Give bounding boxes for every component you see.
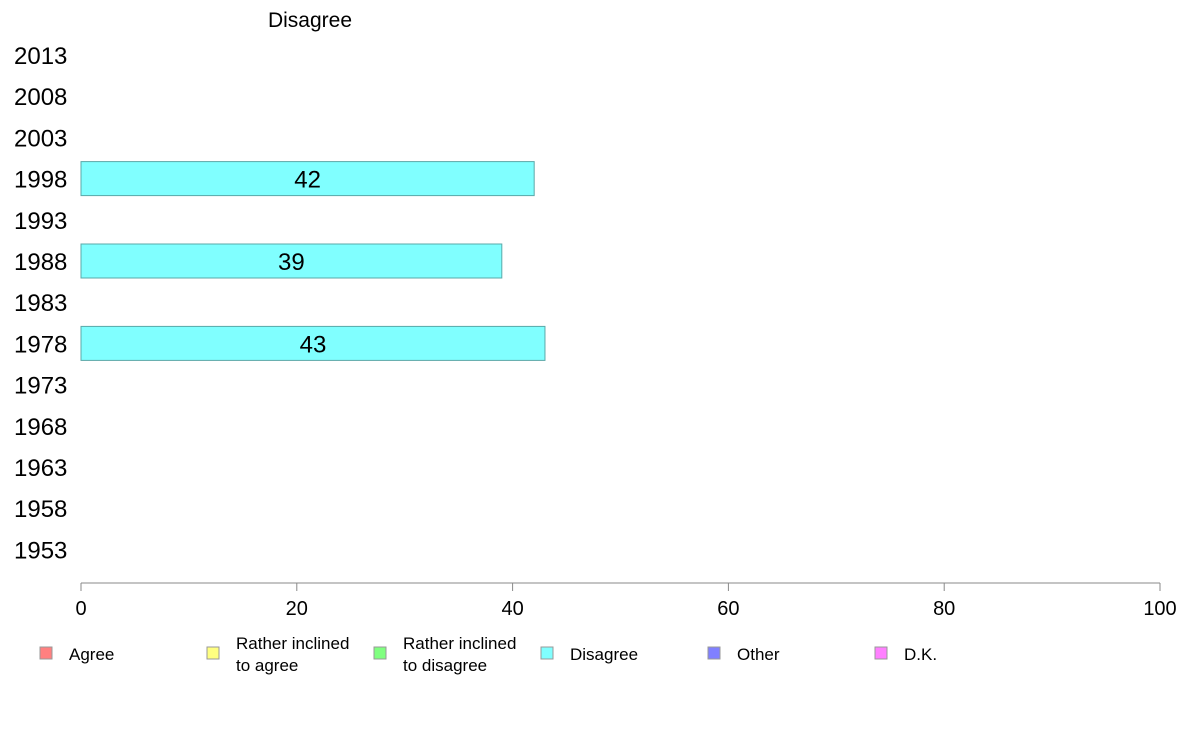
legend-label: Agree [69,645,114,664]
legend-swatch [540,646,554,660]
legend-swatch [874,646,888,660]
x-tick-label: 100 [1143,598,1176,620]
bar-value-label: 42 [294,167,321,194]
y-category-label: 2008 [14,84,67,111]
bar-value-label: 39 [278,249,305,276]
y-category-label: 1983 [14,290,67,317]
chart-title: Disagree [268,9,352,32]
legend-label: Rather inclined [236,634,349,653]
legend-label: Rather inclined [403,634,516,653]
y-category-label: 1993 [14,208,67,235]
plot-area: 0 20 40 60 80 100 2013 2008 2003 1998 42 1993 1988 39… [14,43,1177,620]
y-category-label: 1963 [14,455,67,482]
legend-label: to disagree [403,656,487,675]
y-category-label: 1973 [14,373,67,400]
legend-label: Other [737,645,780,664]
x-tick-label: 0 [75,598,86,620]
y-category-label: 2013 [14,43,67,70]
legend-label: to agree [236,656,298,675]
x-tick-label: 20 [286,598,308,620]
legend-label: Disagree [570,645,638,664]
legend-swatch [373,646,387,660]
legend-swatch [39,646,53,660]
y-category-label: 1953 [14,537,67,564]
y-category-label: 1998 [14,167,67,194]
bar-1998 [80,161,535,197]
legend-swatch [707,646,721,660]
y-category-label: 1968 [14,414,67,441]
legend-label: D.K. [904,645,937,664]
bar-value-label: 43 [300,331,327,358]
x-tick-label: 40 [501,598,523,620]
y-category-label: 1978 [14,331,67,358]
x-tick-label: 60 [717,598,739,620]
bar-1988 [80,243,503,279]
legend-swatch [206,646,220,660]
bar-1978 [80,325,546,361]
y-category-label: 1988 [14,249,67,276]
legend: Agree Rather inclined to agree Rather incli… [39,634,937,675]
y-category-label: 2003 [14,125,67,152]
y-category-label: 1958 [14,496,67,523]
x-tick-label: 80 [933,598,955,620]
